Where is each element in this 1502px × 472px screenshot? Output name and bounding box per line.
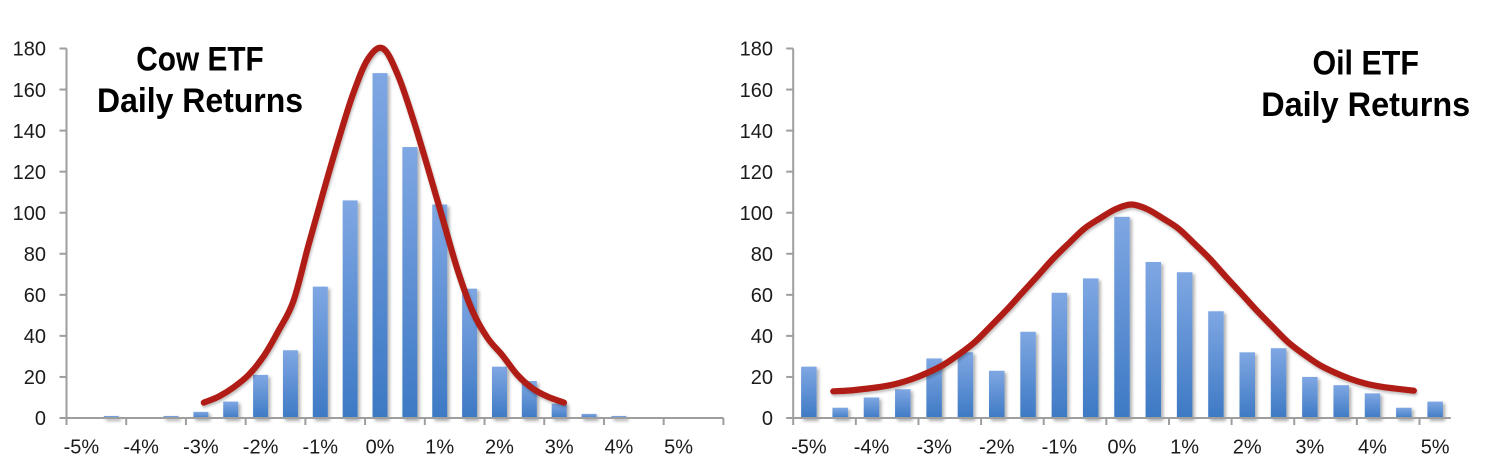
x-tick-label: 2% [485, 437, 514, 459]
chart-title: Oil ETF Daily Returns [1261, 44, 1470, 124]
x-tick-label: 1% [425, 437, 454, 459]
bar [223, 401, 239, 419]
x-tick-label: -4% [123, 437, 159, 459]
y-tick-label: 0 [35, 408, 46, 430]
axes [786, 47, 1451, 425]
x-tick-label: -3% [916, 437, 952, 459]
bar [1114, 216, 1130, 419]
bar [372, 73, 388, 419]
y-tick-labels: 0 20 40 60 80 100 120 140 160 180 [13, 39, 46, 431]
x-tick-label: -2% [979, 437, 1015, 459]
bar [1270, 348, 1287, 419]
y-tick-label: 20 [751, 367, 773, 389]
bar [863, 397, 880, 419]
bar [1302, 376, 1318, 419]
x-tick-label: -4% [854, 437, 890, 459]
chart-title-line: Daily Returns [1261, 86, 1470, 124]
bar [988, 370, 1005, 419]
y-tick-label: 60 [751, 285, 773, 307]
y-tick-label: 100 [740, 203, 773, 225]
normal-curve [830, 201, 1417, 395]
bar [801, 366, 817, 419]
x-tick-label: -1% [303, 437, 339, 459]
x-tick-label: 3% [1295, 437, 1324, 459]
bar [1176, 272, 1193, 419]
bar [551, 403, 567, 419]
bar [1051, 292, 1068, 419]
chart-title-line: Cow ETF [136, 40, 264, 78]
y-tick-label: 120 [13, 162, 46, 184]
x-tick-label: -5% [791, 437, 827, 459]
axes [59, 47, 725, 425]
y-tick-label: 140 [740, 121, 773, 143]
y-tick-label: 180 [740, 39, 773, 61]
y-tick-label: 160 [740, 80, 773, 102]
x-tick-label: -2% [243, 437, 279, 459]
y-tick-label: 40 [24, 326, 46, 348]
bar [312, 286, 328, 419]
bar [402, 147, 418, 419]
y-tick-label: 140 [13, 121, 46, 143]
y-tick-label: 180 [13, 39, 46, 61]
bar [832, 407, 848, 419]
x-tick-label: -3% [183, 437, 219, 459]
y-tick-label: 160 [13, 80, 46, 102]
y-tick-label: 60 [24, 285, 46, 307]
x-tick-labels: -5% -4% -3% -2% -1% 0% 1% 2% 3% 4% 5% [64, 437, 694, 459]
bar [1364, 393, 1381, 419]
y-tick-label: 80 [751, 244, 773, 266]
x-tick-label: -1% [1042, 437, 1078, 459]
x-tick-label: 1% [1170, 437, 1199, 459]
bar [462, 288, 478, 419]
bar [957, 352, 974, 419]
bar [342, 200, 358, 419]
x-tick-label: 4% [1358, 437, 1387, 459]
y-tick-label: 120 [740, 162, 773, 184]
bar [1208, 311, 1224, 419]
y-tick-label: 20 [24, 367, 46, 389]
bar [1082, 278, 1099, 419]
x-tick-label: -5% [64, 437, 100, 459]
bar [1333, 385, 1349, 419]
y-tick-label: 80 [24, 244, 46, 266]
bar [1145, 261, 1162, 419]
chart-title-line: Oil ETF [1312, 44, 1419, 82]
bars [801, 216, 1443, 419]
chart-title-line: Daily Returns [97, 82, 303, 120]
bar [895, 389, 911, 419]
x-tick-label: 0% [1108, 437, 1137, 459]
x-tick-label: 2% [1233, 437, 1262, 459]
bar [253, 374, 269, 419]
bar [581, 413, 597, 419]
bars [103, 73, 627, 419]
bar [432, 204, 448, 419]
y-tick-label: 100 [13, 203, 46, 225]
chart-title: Cow ETF Daily Returns [97, 40, 303, 120]
y-tick-label: 0 [762, 408, 773, 430]
bar [1396, 407, 1412, 419]
x-tick-label: 5% [1421, 437, 1450, 459]
bar [1239, 352, 1256, 419]
bar [1427, 401, 1443, 419]
y-tick-label: 40 [751, 326, 773, 348]
x-tick-label: 4% [604, 437, 633, 459]
bar [282, 350, 298, 419]
bar [1020, 331, 1036, 419]
bar [193, 411, 209, 419]
x-tick-label: 3% [545, 437, 574, 459]
bar [491, 366, 507, 419]
x-tick-label: 5% [664, 437, 693, 459]
x-tick-labels: -5% -4% -3% -2% -1% 0% 1% 2% 3% 4% 5% [791, 437, 1450, 459]
y-tick-labels: 0 20 40 60 80 100 120 140 160 180 [740, 39, 773, 431]
x-tick-label: 0% [366, 437, 395, 459]
normal-curve [200, 44, 568, 406]
